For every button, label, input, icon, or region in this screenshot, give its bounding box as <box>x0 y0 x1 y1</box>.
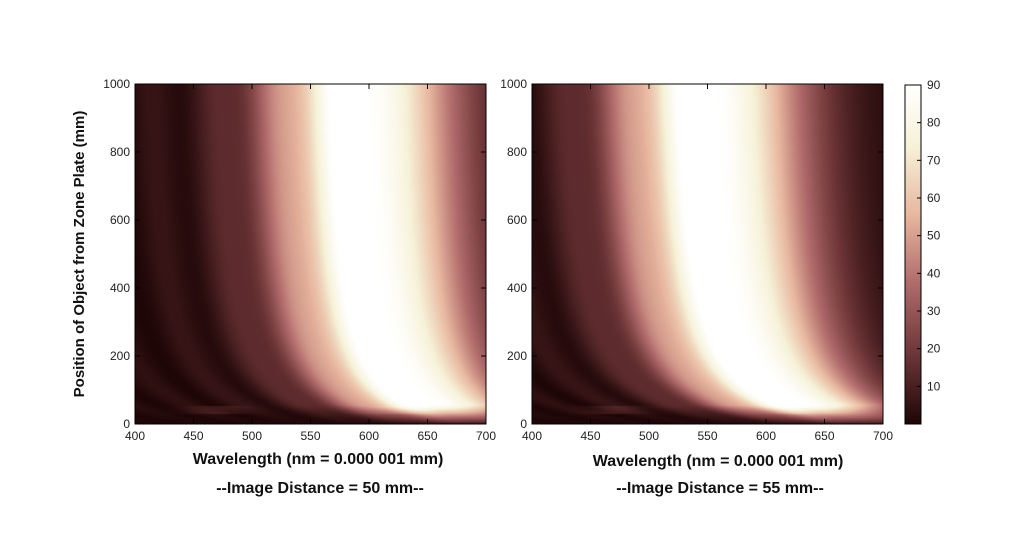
colorbar: 10 20 30 40 50 60 70 80 90 <box>904 78 941 425</box>
x-axis-label-2: Wavelength (nm = 0.000 001 mm) <box>593 453 844 470</box>
y-tick-label: 200 <box>110 349 130 363</box>
colorbar-gradient <box>904 84 922 425</box>
colorbar-tick-label: 60 <box>927 191 941 205</box>
subtitle-2: --Image Distance = 55 mm-- <box>616 480 824 497</box>
y-tick-label: 600 <box>110 213 130 227</box>
y-tick-label: 800 <box>507 145 527 159</box>
colorbar-ticks: 10 20 30 40 50 60 70 80 90 <box>917 78 941 393</box>
colorbar-tick-label: 10 <box>927 379 941 393</box>
y-axis-label: Position of Object from Zone Plate (mm) <box>71 111 88 398</box>
x-tick-label: 600 <box>359 429 379 443</box>
x-tick-label: 500 <box>242 429 262 443</box>
axes-2: 400 450 500 550 600 650 700 0 200 400 600 800 1000 <box>500 77 893 443</box>
x-tick-label: 550 <box>300 429 320 443</box>
y-tick-label: 400 <box>110 281 130 295</box>
colorbar-tick-label: 50 <box>927 229 941 243</box>
y-tick-label: 1000 <box>500 77 527 91</box>
x-tick-label: 400 <box>125 429 145 443</box>
y-tick-label: 800 <box>110 145 130 159</box>
x-tick-label: 550 <box>697 429 717 443</box>
heatmap-panel-1: 400 450 500 550 600 650 700 0 200 400 600 800 1000 P… <box>71 77 496 497</box>
x-tick-label: 400 <box>522 429 542 443</box>
axes-1: 400 450 500 550 600 650 700 0 200 400 600 800 1000 <box>103 77 496 443</box>
y-tick-label: 600 <box>507 213 527 227</box>
x-tick-label: 450 <box>580 429 600 443</box>
x-tick-label: 650 <box>417 429 437 443</box>
y-tick-label: 0 <box>123 417 130 431</box>
y-tick-label: 1000 <box>103 77 130 91</box>
y-tick-label: 200 <box>507 349 527 363</box>
colorbar-tick-label: 20 <box>927 342 941 356</box>
colorbar-tick-label: 70 <box>927 153 941 167</box>
subtitle-1: --Image Distance = 50 mm-- <box>216 480 424 497</box>
heatmap-panel-2: 400 450 500 550 600 650 700 0 200 400 600 800 1000 W… <box>500 77 893 497</box>
x-tick-label: 450 <box>183 429 203 443</box>
colorbar-tick-label: 90 <box>927 78 941 92</box>
colorbar-tick-label: 30 <box>927 304 941 318</box>
x-tick-label: 700 <box>873 429 893 443</box>
x-axis-label-1: Wavelength (nm = 0.000 001 mm) <box>193 451 444 468</box>
heatmap-image-1 <box>135 84 486 424</box>
x-tick-label: 700 <box>476 429 496 443</box>
colorbar-tick-label: 40 <box>927 266 941 280</box>
y-tick-label: 400 <box>507 281 527 295</box>
x-tick-label: 650 <box>814 429 834 443</box>
x-tick-label: 600 <box>756 429 776 443</box>
colorbar-tick-label: 80 <box>927 116 941 130</box>
x-tick-label: 500 <box>639 429 659 443</box>
heatmap-image-2 <box>532 84 883 424</box>
y-tick-label: 0 <box>520 417 527 431</box>
